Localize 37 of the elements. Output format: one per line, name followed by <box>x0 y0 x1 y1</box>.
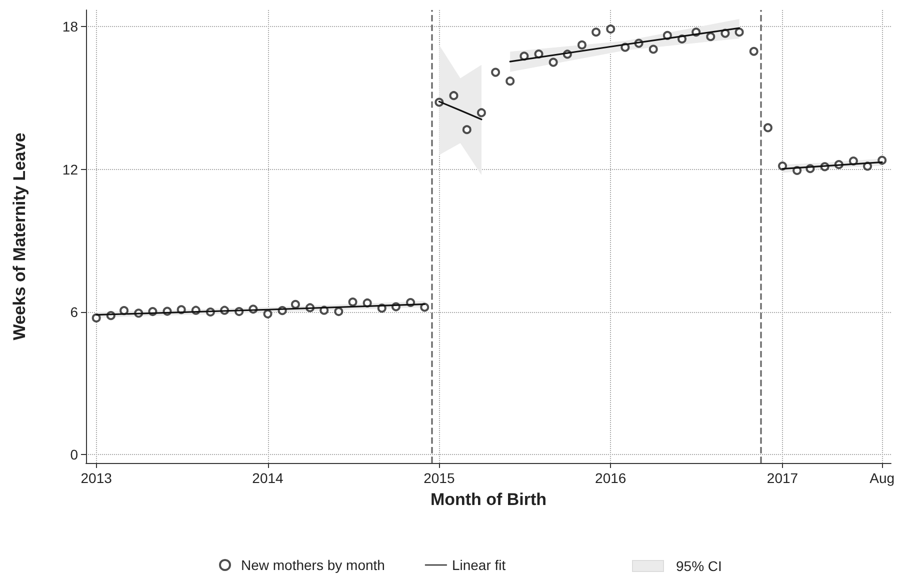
legend-label: New mothers by month <box>241 557 385 573</box>
point <box>548 58 558 67</box>
point <box>734 28 744 37</box>
point <box>476 108 486 118</box>
point <box>749 46 758 56</box>
point <box>606 24 616 34</box>
point <box>449 91 458 100</box>
point <box>290 300 300 309</box>
y-tick-label: 12 <box>62 161 78 178</box>
x-tick-label: 2017 <box>766 470 798 486</box>
point <box>491 68 500 77</box>
x-tick-label: 2014 <box>252 470 284 486</box>
x-tick-label: 2013 <box>80 470 112 486</box>
x-tick-label: 2016 <box>595 470 626 486</box>
y-tick-label: 6 <box>70 304 78 320</box>
point <box>92 313 101 322</box>
y-tick-label: 0 <box>70 446 78 463</box>
point <box>263 309 272 318</box>
x-tick-label: Aug <box>870 470 895 486</box>
point <box>462 125 472 134</box>
legend-label: Linear fit <box>452 557 506 573</box>
point <box>648 44 658 54</box>
x-axis-title: Month of Birth <box>430 490 547 509</box>
point <box>506 76 515 86</box>
y-tick-label: 18 <box>62 18 78 35</box>
y-axis-title: Weeks of Maternity Leave <box>10 132 29 340</box>
point <box>362 298 372 308</box>
x-tick-label: 2015 <box>424 470 455 486</box>
point <box>592 28 601 37</box>
point <box>120 306 129 316</box>
point <box>577 40 586 50</box>
point <box>763 123 772 132</box>
text: 95% CI <box>676 558 722 574</box>
point <box>520 52 529 61</box>
point <box>348 298 358 307</box>
point <box>706 32 716 42</box>
point <box>334 307 344 316</box>
